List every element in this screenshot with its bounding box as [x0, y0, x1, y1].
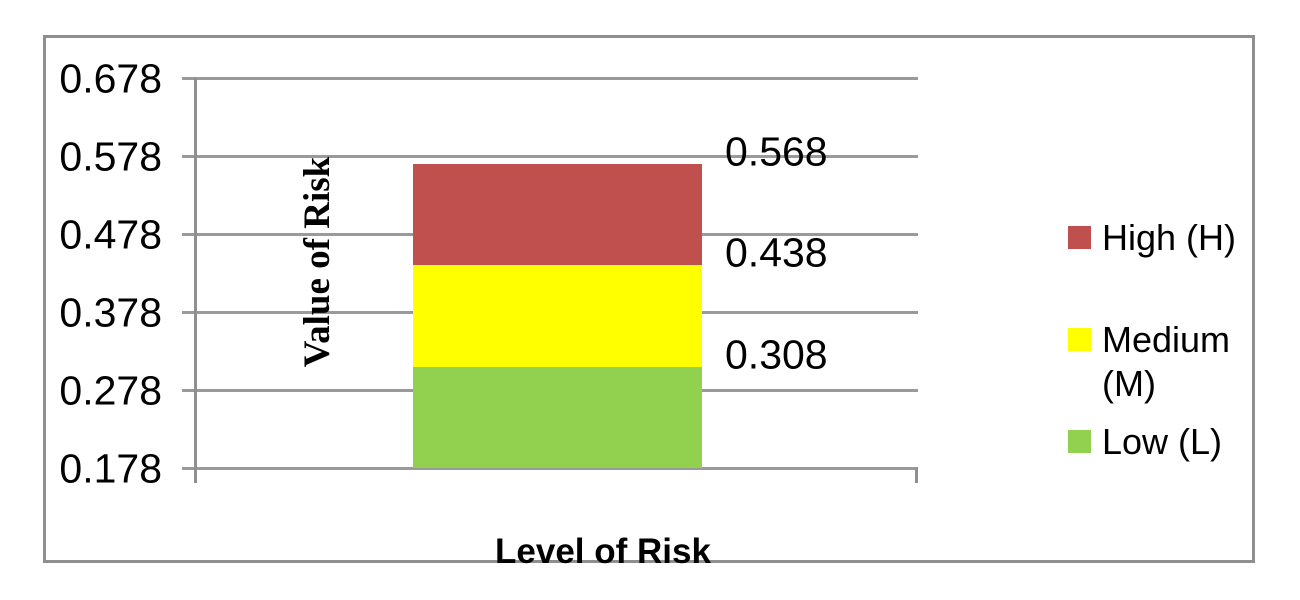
- y-axis-line: [194, 78, 197, 483]
- legend-label-low: Low (L): [1102, 421, 1223, 462]
- y-tick-label: 0.678: [59, 55, 162, 102]
- x-axis-end-tick: [915, 468, 918, 483]
- y-tick-label: 0.178: [59, 445, 162, 492]
- legend-swatch-low-icon: [1068, 430, 1091, 453]
- bar-segment-medium-m: [413, 265, 702, 367]
- y-tick-label: 0.378: [59, 289, 162, 336]
- bar-segment-high-h: [413, 164, 702, 265]
- legend-label-medium: Medium (M): [1102, 319, 1231, 404]
- legend-label-high: High (H): [1102, 217, 1237, 258]
- gridline: [182, 467, 918, 470]
- y-tick-label: 0.478: [59, 211, 162, 258]
- bar-segment-low-l: [413, 367, 702, 468]
- data-label: 0.568: [725, 128, 828, 175]
- data-label: 0.438: [725, 229, 828, 276]
- legend-item-high: High (H): [1068, 216, 1283, 260]
- y-tick-label: 0.278: [59, 367, 162, 414]
- legend-item-low: Low (L): [1068, 420, 1283, 464]
- gridline: [182, 155, 918, 158]
- legend-item-medium: Medium (M): [1068, 318, 1283, 406]
- y-tick-label: 0.578: [59, 133, 162, 180]
- x-axis-title: Level of Risk: [495, 532, 711, 571]
- data-label: 0.308: [725, 331, 828, 378]
- chart-border-frame: 0.678 0.578 0.478 0.378 0.278 0.178 0.568 0.438…: [43, 35, 1255, 571]
- gridline: [182, 77, 918, 80]
- y-axis-title: Value of Risk: [297, 156, 338, 368]
- legend-swatch-high-icon: [1068, 226, 1091, 249]
- legend-swatch-medium-icon: [1068, 328, 1091, 351]
